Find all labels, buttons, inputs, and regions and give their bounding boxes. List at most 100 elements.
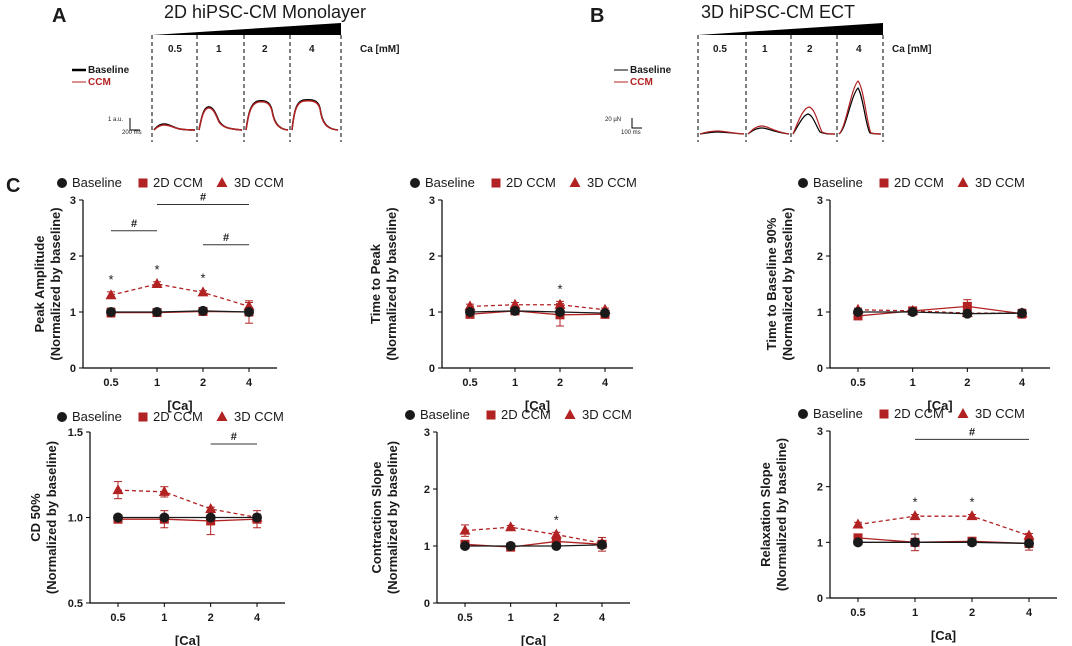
significance-star: * <box>154 262 159 277</box>
x-tick-label: 1 <box>154 377 160 389</box>
series-line-2d-ccm <box>118 518 258 522</box>
scale-y: 20 µN <box>605 117 621 123</box>
series-line-3d-ccm <box>469 304 606 311</box>
x-tick-label: 1 <box>161 612 167 624</box>
data-point-baseline <box>244 307 254 317</box>
x-tick-label: 1 <box>910 377 916 389</box>
x-tick-label: 4 <box>1026 607 1033 619</box>
y-axis-label-line: (Normalized by baseline) <box>774 438 789 591</box>
legend-baseline: Baseline <box>630 65 672 76</box>
chart-legend: Baseline 2D CCM 3D CCM <box>57 409 284 424</box>
y-axis-label: Time to Peak(Normalized by baseline) <box>368 207 399 360</box>
y-tick-label: 2 <box>424 484 430 496</box>
chart-c4: 0.5 1.0 1.5 0.5 1 2 4 [Ca] CD 50%(Normalized by … <box>28 409 285 646</box>
legend-label-baseline: Baseline <box>72 175 122 190</box>
legend-marker-2d-ccm <box>879 409 889 419</box>
series-baseline <box>106 305 254 317</box>
data-point-baseline <box>967 537 977 548</box>
data-point-baseline <box>1024 538 1034 549</box>
chart-legend: Baseline 2D CCM 3D CCM <box>405 407 632 422</box>
chart-c3: 0 1 2 3 0.5 1 2 4 [Ca] Time to Baseline 90%(Norma… <box>764 175 1050 413</box>
conc-label: 1 <box>216 44 222 55</box>
series-line-3d-ccm <box>464 526 603 544</box>
y-axis-label: Contraction Slope(Normalized by baseline… <box>369 441 400 594</box>
series-baseline <box>465 305 610 319</box>
conc-unit: Ca [mM] <box>360 44 399 55</box>
series-3d-ccm <box>112 481 263 522</box>
y-axis-label-line: (Normalized by baseline) <box>780 207 795 360</box>
data-point-baseline <box>252 512 262 523</box>
series-line-3d-ccm <box>110 283 250 308</box>
legend-marker-2d-ccm <box>138 178 148 188</box>
series-baseline <box>460 539 607 551</box>
trace-ccm <box>291 99 339 131</box>
series-line-baseline <box>111 310 250 313</box>
y-tick-label: 0 <box>70 363 76 375</box>
conc-label: 2 <box>807 44 813 55</box>
significance-star: * <box>557 281 562 296</box>
significance-star: * <box>200 271 205 286</box>
series-baseline <box>113 512 262 523</box>
y-tick-label: 1 <box>429 307 435 319</box>
trace-ccm <box>153 124 196 131</box>
y-tick-label: 2 <box>817 482 823 494</box>
series-2d-ccm <box>465 303 610 327</box>
y-tick-label: 1 <box>424 541 430 553</box>
series-3d-ccm <box>105 278 255 311</box>
y-axis-label-line: (Normalized by baseline) <box>384 207 399 360</box>
trace-title-monolayer: 2D hiPSC-CM Monolayer <box>164 2 366 22</box>
x-tick-label: 0.5 <box>103 377 118 389</box>
scale-bar <box>129 118 140 131</box>
data-point-baseline <box>853 537 863 548</box>
y-tick-label: 2 <box>429 251 435 263</box>
scale-y: 1 a.u. <box>108 117 123 123</box>
legend-label-baseline: Baseline <box>813 406 863 421</box>
data-point-baseline <box>600 308 610 319</box>
chart-c5: 0 1 2 3 0.5 1 2 4 [Ca] Contraction Slope(Normaliz… <box>369 407 632 646</box>
y-axis-label-line: Time to Baseline 90% <box>764 217 779 350</box>
x-tick-label: 1 <box>912 607 918 619</box>
x-tick-label: 2 <box>557 377 563 389</box>
series-baseline <box>853 537 1034 549</box>
legend-marker-3d-ccm <box>564 409 576 419</box>
conc-label: 0.5 <box>168 44 182 55</box>
y-tick-label: 1.5 <box>68 427 83 439</box>
trace-panel-ect: 3D hiPSC-CM ECT 0.5 1 2 4 Ca [mM] Baseli… <box>605 2 931 142</box>
series-2d-ccm <box>113 506 262 536</box>
y-axis-label: Peak Amplitude(Normalized by baseline) <box>32 207 63 360</box>
calcium-wedge <box>698 23 883 35</box>
y-axis-label-line: (Normalized by baseline) <box>44 441 59 594</box>
significance-star: * <box>969 495 974 510</box>
conc-unit: Ca [mM] <box>892 44 931 55</box>
x-tick-label: 2 <box>200 377 206 389</box>
trace-baseline <box>747 127 790 135</box>
series-line-baseline <box>858 311 1023 315</box>
legend-marker-2d-ccm <box>879 178 889 188</box>
x-tick-label: 0.5 <box>110 612 125 624</box>
y-tick-label: 3 <box>817 426 823 438</box>
chart-legend: Baseline 2D CCM 3D CCM <box>57 175 284 190</box>
x-tick-label: 0.5 <box>457 612 472 624</box>
trace-ccm <box>792 106 836 135</box>
x-tick-label: 4 <box>602 377 609 389</box>
y-tick-label: 0 <box>817 363 823 375</box>
legend-marker-3d-ccm <box>957 177 969 187</box>
segment-dividers <box>697 35 884 142</box>
y-tick-label: 0.5 <box>68 598 83 610</box>
series-line-3d-ccm <box>117 489 258 519</box>
y-tick-label: 3 <box>424 427 430 439</box>
trace-ccm <box>747 125 790 135</box>
legend-marker-3d-ccm <box>216 411 228 421</box>
significance-label: # <box>223 232 229 244</box>
series-2d-ccm <box>460 536 607 552</box>
segment-dividers <box>151 35 342 142</box>
data-point-baseline <box>152 307 162 317</box>
legend-marker-baseline <box>405 410 415 420</box>
x-tick-label: 2 <box>553 612 559 624</box>
panel-letter-c: C <box>6 175 20 197</box>
conc-label: 1 <box>762 44 768 55</box>
legend-marker-baseline <box>57 412 67 422</box>
data-point-baseline <box>962 308 973 319</box>
